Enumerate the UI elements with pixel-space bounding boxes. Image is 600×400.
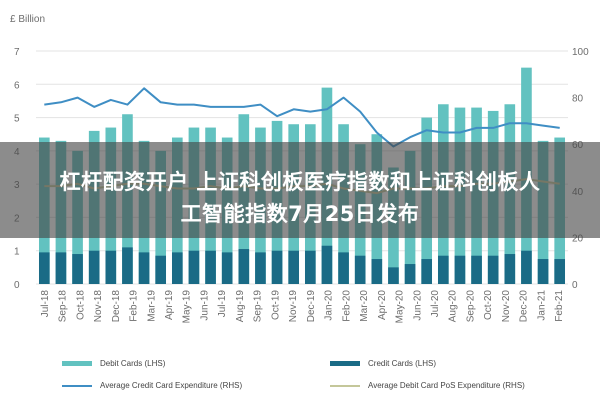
x-tick-label: Oct-19	[270, 290, 281, 320]
y-left-tick-label: 7	[14, 47, 20, 58]
x-tick-label: Nov-20	[501, 290, 512, 323]
bar-credit-cards	[122, 247, 133, 284]
bar-credit-cards	[72, 254, 83, 284]
bar-credit-cards	[288, 250, 300, 284]
bar-credit-cards	[255, 252, 266, 284]
x-tick-label: Aug-20	[448, 290, 459, 323]
bar-credit-cards	[55, 252, 67, 284]
x-tick-label: Apr-19	[164, 290, 175, 320]
bar-credit-cards	[354, 255, 366, 284]
x-tick-label: Nov-18	[93, 290, 104, 323]
x-tick-label: Feb-19	[129, 290, 140, 322]
overlay-banner: 杠杆配资开户 上证科创板医疗指数和上证科创板人 工智能指数7月25日发布	[0, 142, 600, 238]
x-tick-label: Sep-20	[465, 290, 476, 323]
bar-credit-cards	[138, 252, 150, 284]
y-right-tick-label: 80	[572, 94, 584, 105]
bar-credit-cards	[155, 255, 167, 284]
x-tick-label: Feb-21	[554, 290, 565, 322]
bar-credit-cards	[404, 264, 416, 284]
x-tick-label: Jun-20	[412, 290, 423, 321]
bar-credit-cards	[38, 252, 50, 284]
y-left-tick-label: 0	[14, 280, 20, 291]
legend-item-avg-credit-expenditure: Average Credit Card Expenditure (RHS)	[62, 381, 242, 390]
bar-credit-cards	[88, 250, 100, 284]
x-tick-label: Mar-20	[359, 290, 370, 322]
bar-credit-cards	[171, 252, 183, 284]
overlay-title-line2: 工智能指数7月25日发布	[180, 202, 420, 226]
x-tick-label: Apr-20	[377, 290, 388, 320]
x-tick-label: Dec-19	[306, 290, 317, 323]
x-tick-label: Jul-19	[217, 290, 228, 318]
legend-label-avg-credit-expenditure: Average Credit Card Expenditure (RHS)	[100, 381, 243, 390]
bar-credit-cards	[271, 250, 283, 284]
unit-label: £ Billion	[10, 14, 45, 25]
x-tick-label: Jun-19	[199, 290, 210, 321]
legend-label-debit-cards: Debit Cards (LHS)	[100, 359, 166, 368]
legend-swatch-avg-credit-expenditure	[62, 384, 92, 387]
bar-credit-cards	[205, 250, 216, 284]
bar-credit-cards	[421, 259, 433, 284]
x-tick-label: Jan-20	[324, 290, 335, 321]
legend-item-credit-cards: Credit Cards (LHS)	[330, 359, 436, 368]
bar-credit-cards	[537, 259, 549, 284]
bar-credit-cards	[188, 250, 200, 284]
legend-item-debit-cards: Debit Cards (LHS)	[62, 359, 165, 368]
x-tick-label: May-19	[182, 290, 193, 324]
bar-credit-cards	[471, 255, 482, 284]
bar-credit-cards	[554, 259, 566, 284]
y-right-tick-label: 20	[572, 233, 584, 244]
x-tick-label: Jul-20	[430, 290, 441, 318]
y-left-tick-label: 6	[14, 80, 20, 91]
bar-credit-cards	[437, 255, 449, 284]
bar-credit-cards	[371, 259, 383, 284]
bar-credit-cards	[487, 255, 499, 284]
legend: Debit Cards (LHS) Credit Cards (LHS) Ave…	[40, 357, 580, 397]
bar-credit-cards	[454, 255, 466, 284]
bar-credit-cards	[321, 245, 333, 284]
x-tick-label: Dec-18	[111, 290, 122, 323]
x-tick-label: Feb-20	[341, 290, 352, 322]
bar-credit-cards	[504, 254, 516, 284]
bar-credit-cards	[304, 250, 316, 284]
x-axis: Jul-18 Sep-18 Oct-18 Nov-18 Dec-18 Feb-19 Mar-…	[40, 290, 565, 324]
legend-swatch-avg-debit-pos-expenditure	[330, 384, 360, 387]
bar-credit-cards	[338, 252, 349, 284]
bar-credit-cards	[105, 250, 117, 284]
x-tick-label: Mar-19	[146, 290, 157, 322]
legend-label-credit-cards: Credit Cards (LHS)	[368, 359, 437, 368]
y-right-tick-label: 0	[572, 280, 578, 291]
bar-credit-cards	[388, 267, 399, 284]
legend-swatch-debit-cards	[62, 361, 92, 366]
x-tick-label: Nov-19	[288, 290, 299, 323]
overlay-title: 杠杆配资开户 上证科创板医疗指数和上证科创板人 工智能指数7月25日发布	[8, 166, 592, 230]
legend-item-avg-debit-pos-expenditure: Average Debit Card PoS Expenditure (RHS)	[330, 381, 525, 390]
x-tick-label: Dec-20	[519, 290, 530, 323]
x-tick-label: Aug-19	[235, 290, 246, 323]
x-tick-label: Sep-19	[253, 290, 264, 323]
legend-label-avg-debit-pos-expenditure: Average Debit Card PoS Expenditure (RHS)	[368, 381, 525, 390]
y-right-tick-label: 100	[572, 47, 589, 58]
bar-credit-cards	[221, 252, 233, 284]
x-tick-label: May-20	[395, 290, 406, 324]
bar-credit-cards	[521, 250, 532, 284]
y-left-tick-label: 1	[14, 247, 20, 258]
bar-credit-cards	[238, 249, 250, 284]
y-left-tick-label: 5	[14, 114, 20, 125]
x-tick-label: Oct-20	[483, 290, 494, 320]
overlay-title-line1: 杠杆配资开户 上证科创板医疗指数和上证科创板人	[59, 170, 541, 194]
x-tick-label: Sep-18	[58, 290, 69, 323]
legend-swatch-credit-cards	[330, 361, 360, 366]
line-avg-credit-card-expenditure	[44, 87, 560, 148]
x-tick-label: Jan-21	[536, 290, 547, 321]
x-tick-label: Oct-18	[75, 290, 86, 320]
x-tick-label: Jul-18	[40, 290, 51, 318]
